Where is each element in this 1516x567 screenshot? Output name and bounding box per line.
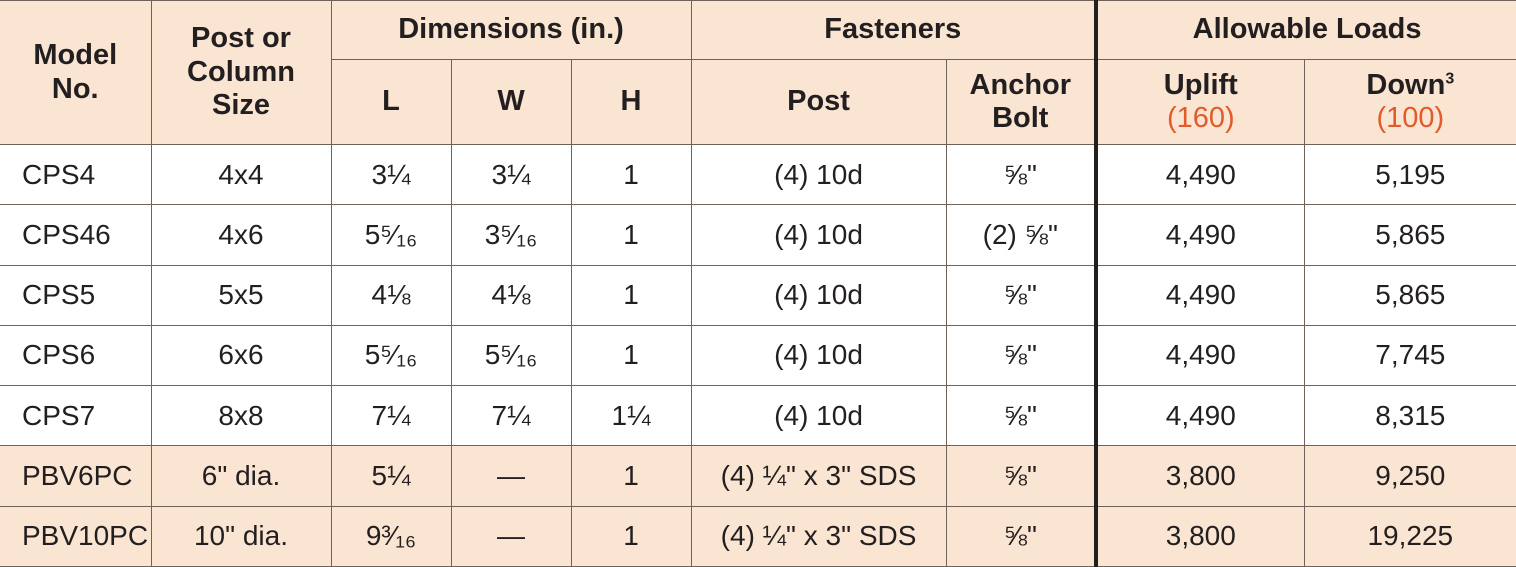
cell-dim-h: 1 — [570, 324, 692, 387]
cell-fastener-post: (4) 10d — [690, 385, 947, 447]
cell-dim-w: 7¼ — [450, 385, 572, 447]
cell-fastener-post: (4) 10d — [690, 264, 947, 326]
table-row: CPS7 8x8 7¼ 7¼ 1¼ (4) 10d ⅝" 4,490 8,315 — [0, 385, 1516, 447]
cell-anchor-bolt: ⅝" — [945, 385, 1097, 447]
cell-dim-h: 1 — [570, 445, 692, 507]
cell-dim-h: 1¼ — [570, 385, 692, 447]
header-fastener-post: Post — [690, 59, 947, 145]
cell-post-size: 6x6 — [150, 324, 332, 387]
cell-dim-l: 7¼ — [330, 385, 452, 447]
cell-down: 5,865 — [1303, 204, 1516, 266]
cell-anchor-bolt: ⅝" — [945, 324, 1097, 387]
table-row: CPS4 4x4 3¼ 3¼ 1 (4) 10d ⅝" 4,490 5,195 — [0, 143, 1516, 206]
cell-down: 5,195 — [1303, 143, 1516, 206]
cell-model: CPS4 — [0, 143, 152, 206]
cell-dim-h: 1 — [570, 264, 692, 326]
cell-post-size: 6" dia. — [150, 445, 332, 507]
table-row: CPS46 4x6 5⁵⁄₁₆ 3⁵⁄₁₆ 1 (4) 10d (2) ⅝" 4,490 5,8… — [0, 204, 1516, 266]
cell-fastener-post: (4) 10d — [690, 204, 947, 266]
table-body: CPS4 4x4 3¼ 3¼ 1 (4) 10d ⅝" 4,490 5,195 CPS46 4x6 5… — [0, 143, 1516, 567]
table-row: CPS5 5x5 4⅛ 4⅛ 1 (4) 10d ⅝" 4,490 5,865 — [0, 264, 1516, 326]
header-dim-l: L — [330, 59, 452, 145]
cell-dim-w: 5⁵⁄₁₆ — [450, 324, 572, 387]
cell-down: 7,745 — [1303, 324, 1516, 387]
uplift-label: Uplift — [1163, 68, 1238, 101]
header-allowable-loads: Allowable Loads — [1094, 0, 1516, 60]
cell-dim-h: 1 — [570, 505, 692, 567]
down-label: Down — [1366, 68, 1446, 101]
cell-post-size: 5x5 — [150, 264, 332, 326]
table-row: PBV6PC 6" dia. 5¼ —1 (4) ¼" x 3" SDS ⅝" 3,800 9… — [0, 445, 1516, 507]
cell-post-size: 10" dia. — [150, 505, 332, 567]
cell-dim-l: 4⅛ — [330, 264, 452, 326]
header-uplift: Uplift (160) — [1094, 59, 1305, 145]
cell-dim-h: 1 — [570, 204, 692, 266]
cell-model: PBV6PC — [0, 445, 152, 507]
header-post-size: Post or Column Size — [150, 0, 332, 145]
cell-anchor-bolt: ⅝" — [945, 445, 1097, 507]
cell-fastener-post: (4) ¼" x 3" SDS — [690, 445, 947, 507]
header-anchor-bolt: Anchor Bolt — [945, 59, 1097, 145]
cell-uplift: 4,490 — [1094, 143, 1305, 206]
cell-model: CPS6 — [0, 324, 152, 387]
cell-down: 9,250 — [1303, 445, 1516, 507]
cell-dim-l: 5⁵⁄₁₆ — [330, 324, 452, 387]
cell-model: CPS7 — [0, 385, 152, 447]
cell-model: CPS5 — [0, 264, 152, 326]
cell-fastener-post: (4) 10d — [690, 143, 947, 206]
cell-post-size: 4x6 — [150, 204, 332, 266]
cell-fastener-post: (4) ¼" x 3" SDS — [690, 505, 947, 567]
cell-dim-l: 5¼ — [330, 445, 452, 507]
cell-post-size: 4x4 — [150, 143, 332, 206]
table-row: PBV10PC 10" dia. 9³⁄₁₆ —1 (4) ¼" x 3" SDS ⅝" 3… — [0, 505, 1516, 567]
cell-down: 8,315 — [1303, 385, 1516, 447]
header-dimensions: Dimensions (in.) — [330, 0, 692, 60]
down-rating: (100) — [1376, 102, 1445, 134]
cell-model: PBV10PC — [0, 505, 152, 567]
header-dim-w: W — [450, 59, 572, 145]
cell-uplift: 3,800 — [1094, 505, 1305, 567]
cell-down: 19,225 — [1303, 505, 1516, 567]
cell-dim-w: — — [450, 505, 572, 567]
cell-anchor-bolt: ⅝" — [945, 143, 1097, 206]
uplift-rating: (160) — [1166, 102, 1235, 134]
cell-uplift: 4,490 — [1094, 264, 1305, 326]
cell-uplift: 4,490 — [1094, 204, 1305, 266]
cell-dim-w: 3¼ — [450, 143, 572, 206]
cell-post-size: 8x8 — [150, 385, 332, 447]
table-row: CPS6 6x6 5⁵⁄₁₆ 5⁵⁄₁₆ 1 (4) 10d ⅝" 4,490 7,745 — [0, 324, 1516, 387]
cell-down: 5,865 — [1303, 264, 1516, 326]
cell-uplift: 3,800 — [1094, 445, 1305, 507]
header-fasteners: Fasteners — [690, 0, 1097, 60]
cell-dim-l: 5⁵⁄₁₆ — [330, 204, 452, 266]
header-down: Down3 (100) — [1303, 59, 1516, 145]
cell-dim-h: 1 — [570, 143, 692, 206]
cell-model: CPS46 — [0, 204, 152, 266]
down-footnote: 3 — [1445, 70, 1455, 87]
cell-uplift: 4,490 — [1094, 324, 1305, 387]
cell-uplift: 4,490 — [1094, 385, 1305, 447]
header-model-no: Model No. — [0, 0, 152, 145]
cell-dim-l: 3¼ — [330, 143, 452, 206]
cell-dim-w: — — [450, 445, 572, 507]
cell-dim-w: 4⅛ — [450, 264, 572, 326]
cell-dim-w: 3⁵⁄₁₆ — [450, 204, 572, 266]
cell-fastener-post: (4) 10d — [690, 324, 947, 387]
cell-anchor-bolt: ⅝" — [945, 505, 1097, 567]
header-dim-h: H — [570, 59, 692, 145]
cell-dim-l: 9³⁄₁₆ — [330, 505, 452, 567]
cell-anchor-bolt: ⅝" — [945, 264, 1097, 326]
cell-anchor-bolt: (2) ⅝" — [945, 204, 1097, 266]
